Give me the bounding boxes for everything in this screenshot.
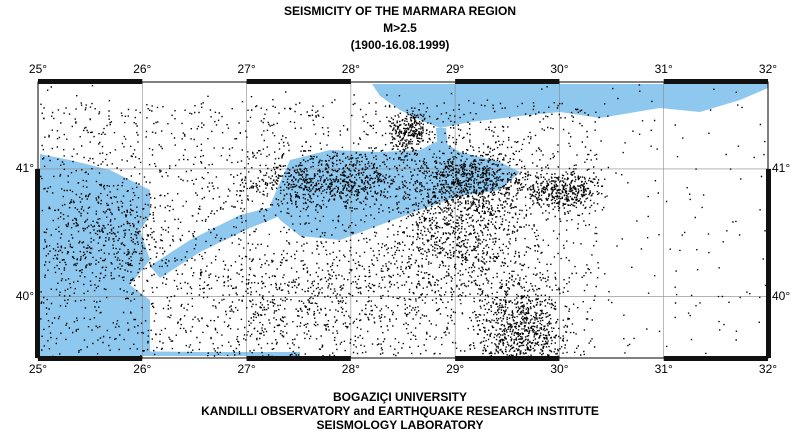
lon-label: 27°	[237, 62, 255, 76]
lat-label: 40°	[772, 289, 790, 303]
footer-line: BOGAZIÇI UNIVERSITY	[333, 390, 467, 404]
frame-bar	[455, 356, 560, 361]
lon-label: 28°	[342, 62, 360, 76]
bosphorus	[436, 128, 448, 150]
quake-dots	[40, 84, 767, 358]
lon-label: 26°	[133, 62, 151, 76]
subtitle: (1900-16.08.1999)	[351, 38, 450, 52]
frame-bar	[35, 168, 40, 358]
frame-bar	[246, 356, 351, 361]
lon-label: 31°	[655, 362, 673, 376]
black-sea	[372, 84, 768, 128]
frame-bar	[663, 356, 768, 361]
subtitle: M>2.5	[383, 21, 417, 35]
frame-bar	[766, 168, 771, 358]
lon-label: 30°	[550, 62, 568, 76]
frame-bar	[38, 79, 143, 84]
frame-bar	[246, 79, 351, 84]
frame-bar	[455, 79, 560, 84]
title: SEISMICITY OF THE MARMARA REGION	[284, 4, 516, 18]
lon-label: 28°	[342, 362, 360, 376]
lon-label: 29°	[446, 62, 464, 76]
lon-label: 32°	[759, 62, 777, 76]
lon-label: 27°	[237, 362, 255, 376]
footer-line: KANDILLI OBSERVATORY and EARTHQUAKE RESE…	[201, 404, 599, 418]
lon-label: 30°	[550, 362, 568, 376]
sea	[40, 84, 768, 356]
lon-label: 25°	[29, 362, 47, 376]
lon-label: 29°	[446, 362, 464, 376]
lon-label: 32°	[759, 362, 777, 376]
aegean-sea	[40, 154, 150, 356]
footer-line: SEISMOLOGY LABORATORY	[317, 418, 484, 432]
frame-bar	[38, 356, 143, 361]
lon-label: 31°	[655, 62, 673, 76]
ticks: 25° 25° 26° 26° 27° 27° 28° 28° 29° 29° 30° 30° 31° 3…	[16, 62, 791, 376]
lat-label: 41°	[16, 161, 34, 175]
lon-label: 26°	[133, 362, 151, 376]
lat-label: 41°	[772, 161, 790, 175]
lon-label: 25°	[29, 62, 47, 76]
lat-label: 40°	[16, 289, 34, 303]
dardanelles	[150, 205, 285, 278]
frame-bar	[663, 79, 768, 84]
